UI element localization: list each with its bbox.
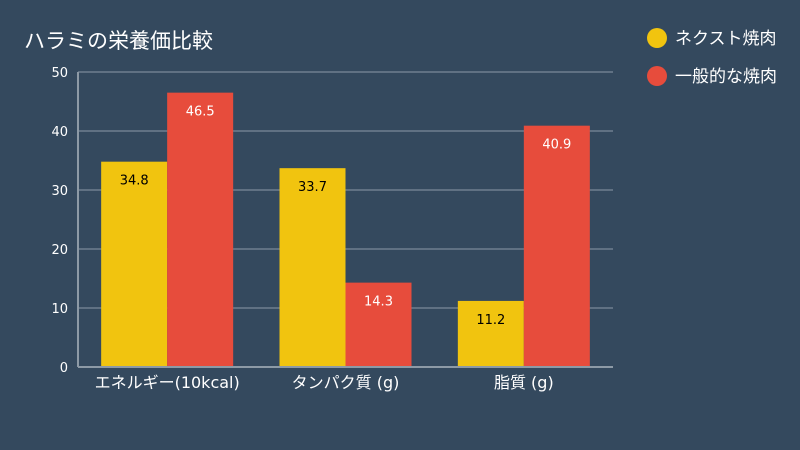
y-tick-label: 30 (51, 184, 68, 199)
y-tick-label: 0 (60, 361, 68, 376)
legend-label: ネクスト焼肉 (675, 29, 777, 49)
bar-value-labels: 34.8 46.5 33.7 14.3 11.2 40.9 (120, 105, 572, 328)
category-labels: エネルギー(10kcal) タンパク質 (g) 脂質 (g) (95, 373, 554, 392)
bar-value-label: 11.2 (476, 313, 505, 328)
bar (345, 282, 412, 367)
bar-value-label: 14.3 (364, 295, 393, 310)
y-tick-label: 50 (51, 66, 68, 81)
category-label: 脂質 (g) (494, 373, 554, 392)
bar (279, 168, 346, 367)
bar-value-label: 40.9 (542, 138, 571, 153)
bar (523, 125, 590, 367)
bar-value-label: 34.8 (120, 174, 149, 189)
bar (101, 161, 168, 367)
bars (101, 92, 590, 368)
chart-title: ハラミの栄養価比較 (24, 29, 213, 53)
y-tick-label: 40 (51, 125, 68, 140)
bar-value-label: 33.7 (298, 180, 327, 195)
y-axis-ticks: 0 10 20 30 40 50 (51, 66, 68, 376)
bar (457, 300, 524, 367)
bar-value-label: 46.5 (186, 105, 215, 120)
bar (167, 92, 234, 368)
legend-swatch (647, 66, 667, 86)
category-label: タンパク質 (g) (292, 373, 400, 392)
category-label: エネルギー(10kcal) (95, 373, 240, 392)
y-tick-label: 20 (51, 243, 68, 258)
y-tick-label: 10 (51, 302, 68, 317)
legend-swatch (647, 28, 667, 48)
legend-label: 一般的な焼肉 (675, 67, 777, 87)
